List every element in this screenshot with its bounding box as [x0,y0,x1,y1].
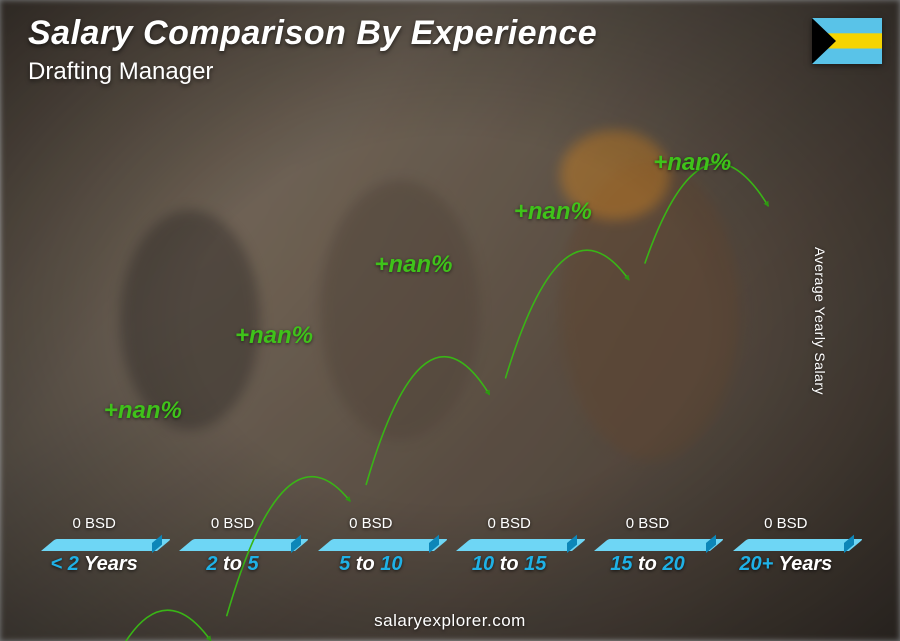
x-axis-label: 5 to 10 [313,553,429,583]
x-axis-label: 10 to 15 [451,553,567,583]
x-axis-labels: < 2 Years 2 to 5 5 to 10 10 to 15 15 to 20 20… [30,553,850,583]
x-axis-label: 15 to 20 [589,553,705,583]
chart-title: Salary Comparison By Experience [28,14,597,53]
x-axis-label: < 2 Years [36,553,152,583]
chart-subtitle: Drafting Manager [28,58,213,86]
bar-value-label: 0 BSD [704,515,867,532]
x-axis-label: 2 to 5 [174,553,290,583]
footer-attribution: salaryexplorer.com [0,611,900,631]
infographic-stage: Salary Comparison By Experience Drafting… [0,0,900,641]
bar-chart: 0 BSD0 BSD0 BSD0 BSD0 BSD0 BSD +nan%+nan… [30,140,850,583]
bars-container: 0 BSD0 BSD0 BSD0 BSD0 BSD0 BSD [30,140,850,549]
flag-icon [812,18,882,64]
x-axis-label: 20+ Years [728,553,844,583]
